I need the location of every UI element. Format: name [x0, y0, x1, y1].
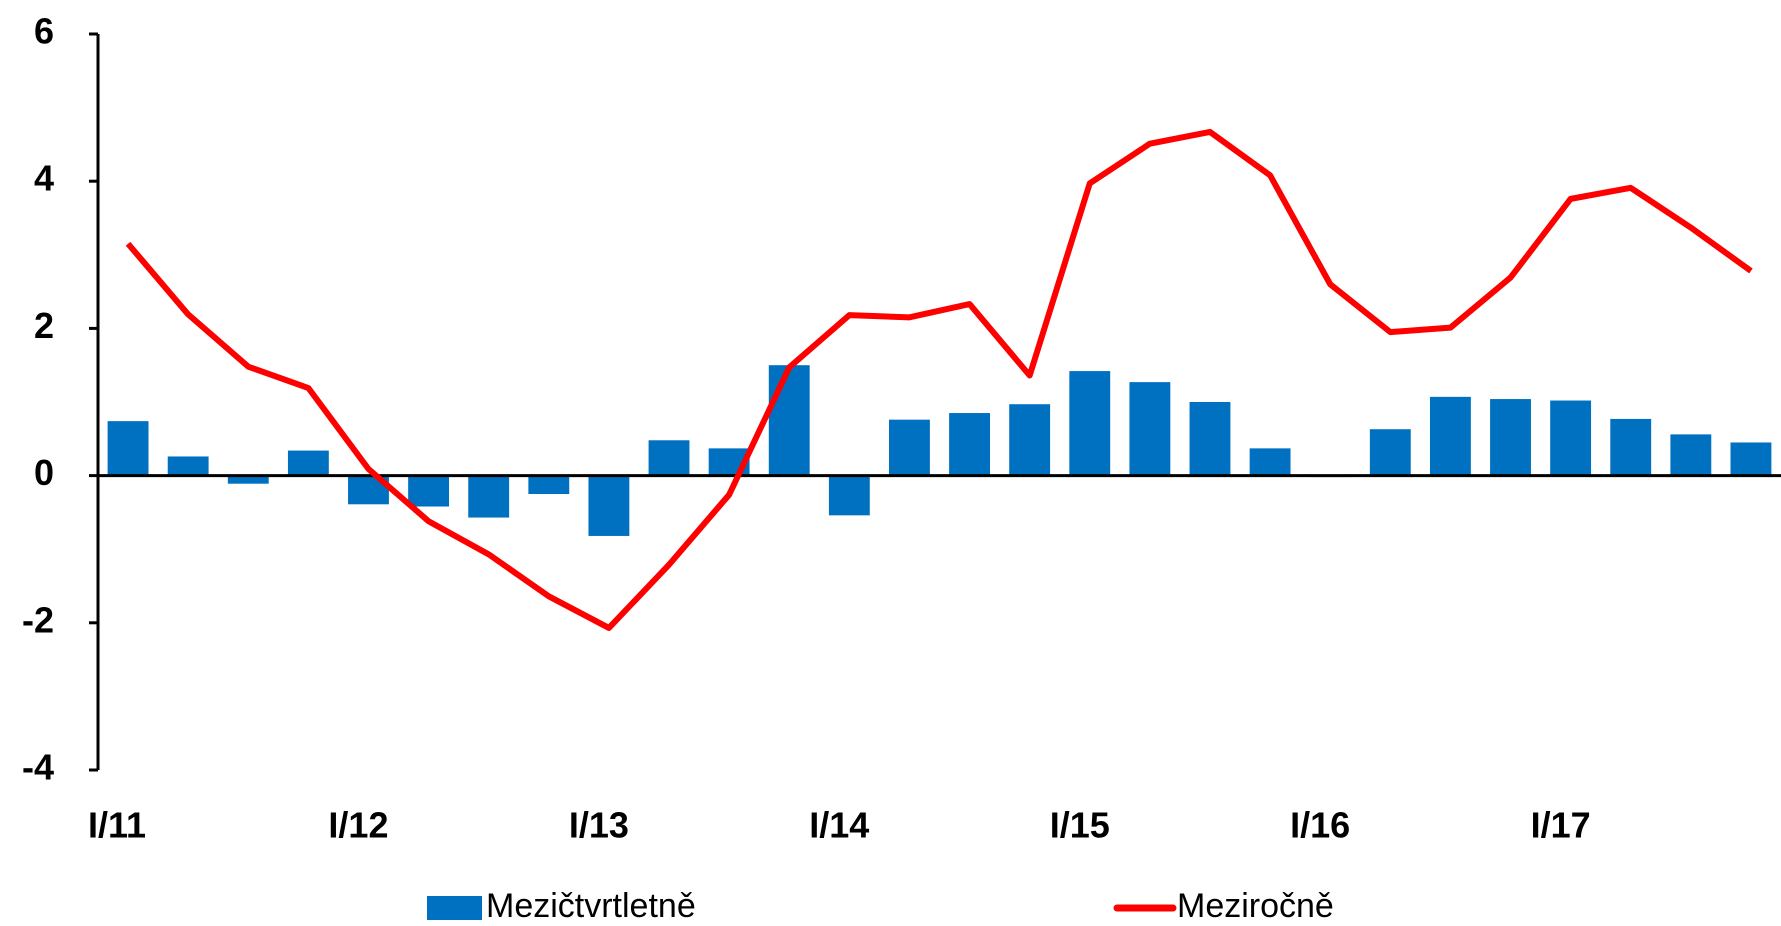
y-tick-label: 4	[34, 158, 54, 199]
bar	[1550, 400, 1592, 476]
x-tick-label: I/16	[1290, 805, 1350, 846]
bar	[1249, 448, 1291, 476]
x-tick-label: I/14	[809, 805, 869, 846]
bar	[408, 475, 450, 507]
bar	[1369, 429, 1411, 476]
y-tick-label: 0	[34, 452, 54, 493]
bar	[1189, 402, 1231, 476]
x-tick-label: I/12	[328, 805, 388, 846]
x-tick-label: I/15	[1050, 805, 1110, 846]
bar	[107, 421, 149, 476]
x-tick-label: I/13	[569, 805, 629, 846]
bar	[468, 475, 510, 518]
line	[125, 128, 1753, 631]
legend-label: Meziročně	[1177, 887, 1334, 925]
bar	[167, 456, 209, 476]
x-tick-label: I/17	[1531, 805, 1591, 846]
bar	[1429, 396, 1471, 476]
bar	[1610, 418, 1652, 476]
y-tick-label: 6	[34, 11, 54, 52]
bar	[648, 440, 690, 476]
y-tick-label: -2	[22, 599, 54, 640]
bar	[828, 475, 870, 516]
bar	[287, 450, 329, 476]
bar	[528, 475, 570, 494]
bar	[1129, 382, 1171, 476]
bar	[1490, 399, 1531, 476]
bar	[227, 475, 269, 484]
bar	[1009, 404, 1051, 476]
y-tick-label: 2	[34, 305, 54, 346]
bar	[1730, 442, 1772, 476]
bar	[949, 413, 990, 476]
legend-swatch	[427, 896, 482, 920]
y-tick-label: -4	[22, 747, 54, 788]
bar	[1069, 371, 1111, 476]
bar	[768, 365, 810, 476]
bar	[1670, 434, 1712, 476]
legend-label: Mezičtvrtletně	[486, 887, 696, 925]
bar	[588, 475, 630, 536]
x-tick-label: I/11	[88, 805, 146, 846]
bar	[889, 419, 930, 476]
